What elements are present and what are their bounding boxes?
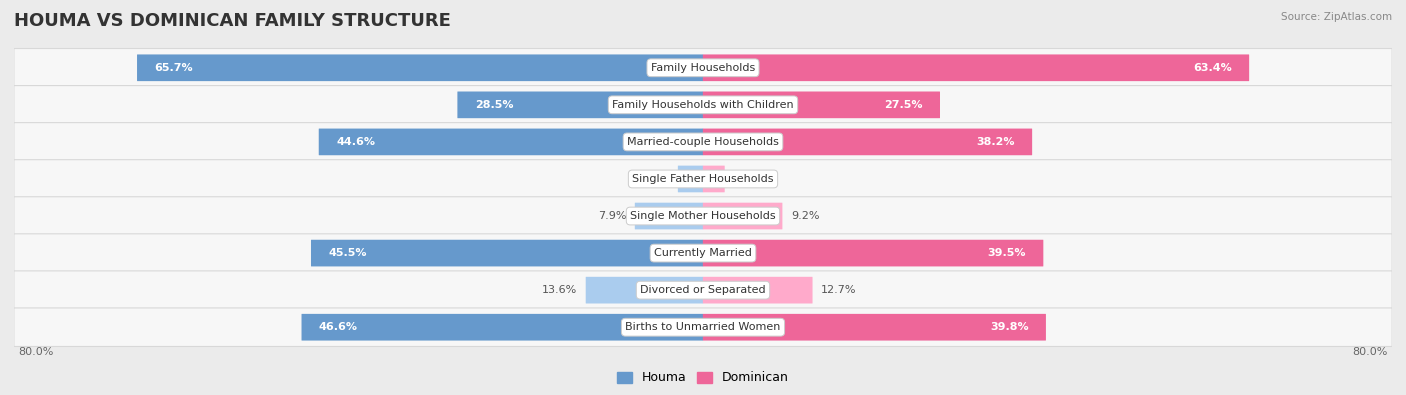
- Text: 44.6%: 44.6%: [336, 137, 375, 147]
- Legend: Houma, Dominican: Houma, Dominican: [612, 367, 794, 389]
- Text: Source: ZipAtlas.com: Source: ZipAtlas.com: [1281, 12, 1392, 22]
- Text: Single Mother Households: Single Mother Households: [630, 211, 776, 221]
- Text: 13.6%: 13.6%: [543, 285, 578, 295]
- Text: 9.2%: 9.2%: [790, 211, 820, 221]
- Text: 2.9%: 2.9%: [641, 174, 669, 184]
- Text: Divorced or Separated: Divorced or Separated: [640, 285, 766, 295]
- FancyBboxPatch shape: [311, 240, 703, 267]
- FancyBboxPatch shape: [703, 92, 941, 118]
- FancyBboxPatch shape: [14, 160, 1392, 198]
- FancyBboxPatch shape: [14, 197, 1392, 235]
- Text: 80.0%: 80.0%: [1353, 347, 1388, 357]
- FancyBboxPatch shape: [703, 128, 1032, 155]
- Text: 63.4%: 63.4%: [1194, 63, 1232, 73]
- FancyBboxPatch shape: [703, 277, 813, 303]
- FancyBboxPatch shape: [703, 240, 1043, 267]
- FancyBboxPatch shape: [14, 49, 1392, 87]
- Text: 45.5%: 45.5%: [329, 248, 367, 258]
- FancyBboxPatch shape: [703, 203, 782, 229]
- FancyBboxPatch shape: [14, 86, 1392, 124]
- Text: 39.8%: 39.8%: [990, 322, 1029, 332]
- Text: 39.5%: 39.5%: [987, 248, 1026, 258]
- Text: 65.7%: 65.7%: [155, 63, 193, 73]
- FancyBboxPatch shape: [301, 314, 703, 340]
- Text: 12.7%: 12.7%: [821, 285, 856, 295]
- Text: Births to Unmarried Women: Births to Unmarried Women: [626, 322, 780, 332]
- Text: 46.6%: 46.6%: [319, 322, 359, 332]
- FancyBboxPatch shape: [678, 166, 703, 192]
- FancyBboxPatch shape: [14, 234, 1392, 273]
- Text: HOUMA VS DOMINICAN FAMILY STRUCTURE: HOUMA VS DOMINICAN FAMILY STRUCTURE: [14, 12, 451, 30]
- FancyBboxPatch shape: [14, 122, 1392, 161]
- Text: 7.9%: 7.9%: [598, 211, 626, 221]
- FancyBboxPatch shape: [703, 55, 1249, 81]
- FancyBboxPatch shape: [586, 277, 703, 303]
- FancyBboxPatch shape: [703, 166, 724, 192]
- Text: Married-couple Households: Married-couple Households: [627, 137, 779, 147]
- Text: 2.5%: 2.5%: [733, 174, 762, 184]
- FancyBboxPatch shape: [14, 271, 1392, 309]
- Text: Family Households with Children: Family Households with Children: [612, 100, 794, 110]
- Text: Single Father Households: Single Father Households: [633, 174, 773, 184]
- Text: 27.5%: 27.5%: [884, 100, 922, 110]
- FancyBboxPatch shape: [634, 203, 703, 229]
- Text: Family Households: Family Households: [651, 63, 755, 73]
- FancyBboxPatch shape: [14, 308, 1392, 346]
- Text: 28.5%: 28.5%: [475, 100, 513, 110]
- Text: 38.2%: 38.2%: [976, 137, 1015, 147]
- FancyBboxPatch shape: [703, 314, 1046, 340]
- FancyBboxPatch shape: [319, 128, 703, 155]
- Text: 80.0%: 80.0%: [18, 347, 53, 357]
- FancyBboxPatch shape: [457, 92, 703, 118]
- Text: Currently Married: Currently Married: [654, 248, 752, 258]
- FancyBboxPatch shape: [136, 55, 703, 81]
